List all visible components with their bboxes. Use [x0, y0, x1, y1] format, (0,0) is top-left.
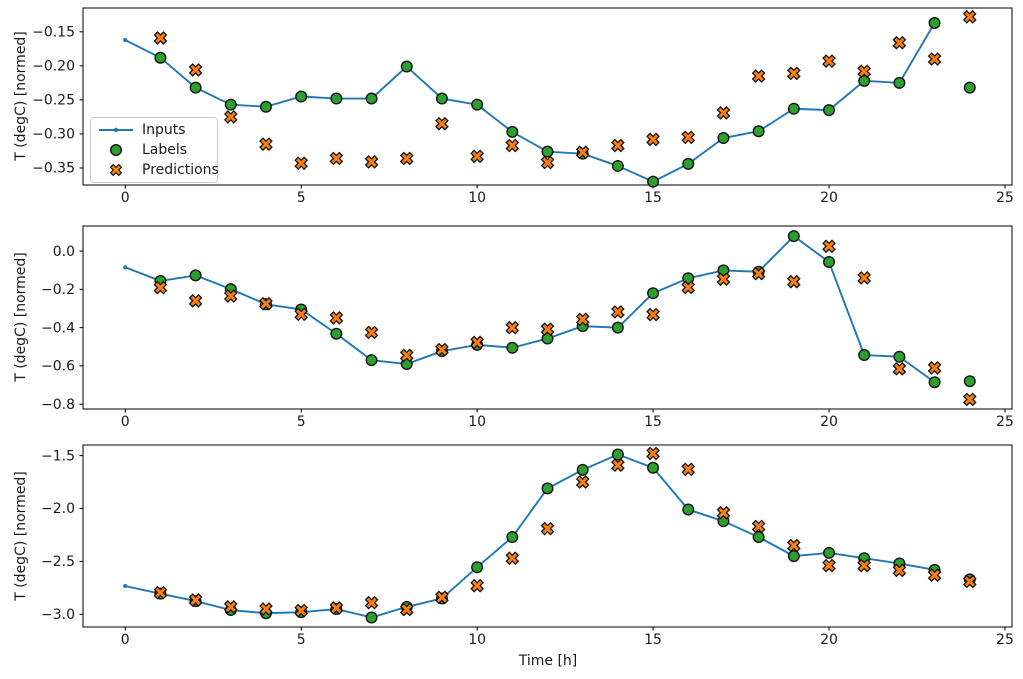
subplot-3-labels-points: [154, 448, 976, 624]
legend-label-predictions: Predictions: [142, 161, 219, 178]
y-tick-label: −1.5: [41, 448, 75, 464]
y-tick-label: −0.2: [41, 282, 75, 298]
y-tick-label: −0.4: [41, 320, 75, 336]
y-tick-label: −2.0: [41, 501, 75, 517]
x-tick-label: 15: [644, 414, 662, 430]
x-tick-label: 5: [297, 632, 306, 648]
labels-circle-icon: [96, 142, 136, 158]
y-tick-label: −0.25: [32, 93, 75, 109]
x-tick-label: 25: [996, 632, 1014, 648]
subplot-2-labels-points: [154, 230, 976, 389]
y-tick-label: −0.6: [41, 359, 75, 375]
subplot-1-labels-points: [154, 16, 976, 188]
x-tick-label: 25: [996, 190, 1014, 206]
x-tick-label: 0: [121, 632, 130, 648]
subplot-3-y-ticks: −1.5 −2.0 −2.5 −3.0: [41, 448, 83, 623]
y-tick-label: −0.8: [41, 397, 75, 413]
legend-item-predictions: Predictions: [96, 160, 219, 179]
legend-item-labels: Labels: [96, 141, 213, 160]
subplot-3-inputs-line: [125, 453, 935, 619]
y-tick-label: −0.30: [32, 127, 75, 143]
x-tick-label: 10: [468, 414, 486, 430]
subplot-2-x-ticks: 0 5 10 15 20 25: [121, 409, 1014, 430]
x-tick-label: 0: [121, 190, 130, 206]
y-tick-label: −3.0: [41, 607, 75, 623]
subplot-1: 0 5 10 15 20 25 −0.15 −0.20 −0.25 −0.30 −0.35: [32, 7, 1014, 206]
subplot-3-x-ticks: 0 5 10 15 20 25: [121, 627, 1014, 648]
subplot-2-inputs-points: [123, 234, 937, 385]
x-tick-label: 15: [644, 632, 662, 648]
subplot-1-axes-frame: [82, 7, 1013, 186]
subplot-2-axes-frame: [82, 225, 1013, 410]
subplot-3-predictions-points: [153, 446, 977, 618]
x-tick-label: 20: [820, 190, 838, 206]
subplot-3-axes-frame: [82, 444, 1013, 628]
y-axis-label-subplot-3: T (degC) [normed]: [13, 471, 29, 601]
subplot-1-predictions-points: [153, 9, 977, 171]
legend-label-labels: Labels: [142, 142, 188, 158]
x-tick-label: 5: [297, 414, 306, 430]
inputs-line-icon: [96, 122, 136, 138]
subplot-3-inputs-points: [123, 452, 937, 620]
y-tick-label: −0.35: [32, 161, 75, 177]
y-tick-label: −2.5: [41, 554, 75, 570]
x-tick-label: 10: [468, 632, 486, 648]
x-tick-label: 0: [121, 414, 130, 430]
subplot-2-inputs-line: [124, 235, 936, 383]
subplot-2-predictions-points: [153, 239, 977, 407]
subplot-2-y-ticks: 0.0 −0.2 −0.4 −0.6 −0.8: [41, 244, 83, 413]
subplot-1-inputs-points: [123, 20, 937, 184]
y-tick-label: −0.15: [32, 25, 75, 41]
x-tick-label: 20: [820, 414, 838, 430]
subplot-2: 0 5 10 15 20 25 0.0 −0.2 −0.4 −0.6 −0.8: [41, 225, 1014, 430]
x-tick-label: 20: [820, 632, 838, 648]
legend-item-inputs: Inputs: [96, 121, 213, 140]
predictions-x-icon: [96, 162, 136, 178]
x-axis-label: Time [h]: [518, 653, 578, 669]
y-tick-label: 0.0: [53, 244, 75, 260]
subplot-1-y-ticks: −0.15 −0.20 −0.25 −0.30 −0.35: [32, 25, 83, 177]
y-axis-label-subplot-2: T (degC) [normed]: [13, 252, 29, 382]
x-tick-label: 10: [468, 190, 486, 206]
legend-label-inputs: Inputs: [142, 122, 186, 139]
x-tick-label: 5: [297, 190, 306, 206]
x-tick-label: 25: [996, 414, 1014, 430]
y-axis-label-subplot-1: T (degC) [normed]: [13, 31, 29, 161]
subplot-1-inputs-line: [124, 22, 936, 183]
subplot-3: 0 5 10 15 20 25 −1.5 −2.0 −2.5 −3.0: [41, 444, 1014, 648]
x-tick-label: 15: [644, 190, 662, 206]
y-tick-label: −0.20: [32, 59, 75, 75]
legend: Inputs Labels Predictions: [90, 117, 219, 183]
subplot-1-x-ticks: 0 5 10 15 20 25: [121, 185, 1014, 206]
